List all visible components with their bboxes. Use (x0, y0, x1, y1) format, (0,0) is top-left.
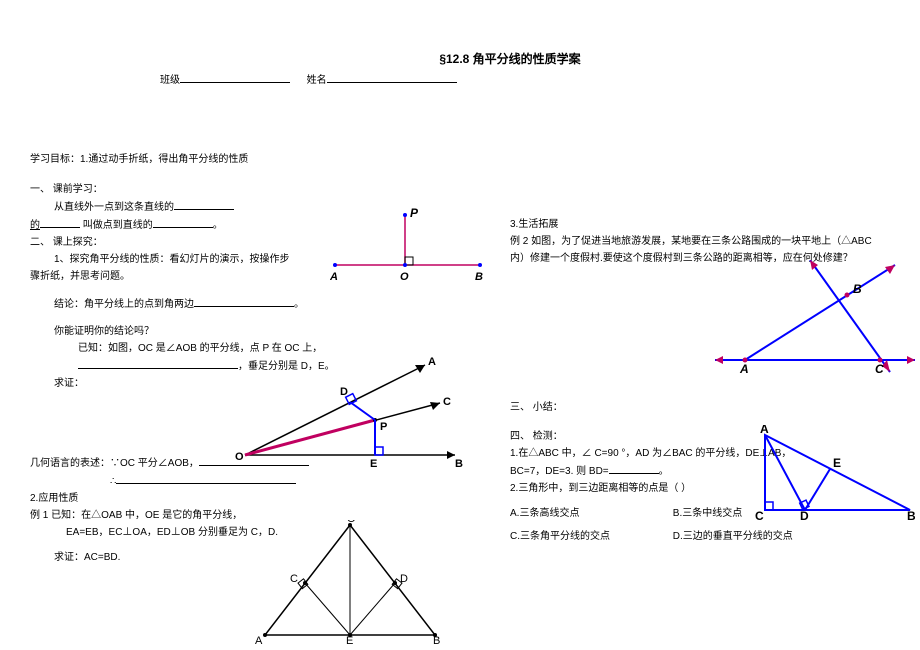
sec1-h1: 一、 课前学习： (30, 182, 470, 197)
fig-right-triangle: A C B D E (750, 425, 915, 520)
label-a: A (739, 362, 749, 375)
txt: 。 (294, 299, 304, 310)
class-label: 班级 (160, 75, 180, 86)
label-a: A (760, 425, 769, 436)
fig-triangle-oab: O A B C D E (250, 520, 450, 645)
label-e: E (833, 456, 841, 470)
label-c: C (755, 509, 764, 520)
label-o: O (235, 451, 244, 463)
fig-roads-triangle: A C B (715, 260, 920, 375)
fig-perpendicular: A O B P (330, 205, 490, 285)
label-a: A (255, 635, 263, 645)
txt: 结论：角平分线上的点到角两边 (54, 299, 194, 310)
label-c: C (875, 362, 884, 375)
txt: 的 (30, 220, 40, 231)
label-e: E (346, 635, 353, 645)
label-b: B (475, 271, 483, 283)
app-h: 2.应用性质 (30, 491, 470, 506)
learning-goal: 学习目标：1.通过动手折纸，得出角平分线的性质 (30, 150, 248, 165)
label-o: O (347, 520, 356, 525)
txt: 。 (659, 466, 669, 477)
label-c: C (443, 396, 451, 408)
label-o: O (400, 271, 409, 283)
txt: 。 (213, 220, 223, 231)
label-c: C (290, 573, 298, 585)
doc-subtitle: 班级 姓名 (160, 71, 890, 86)
opt-a: A.三条高线交点 (510, 506, 670, 521)
ex2a: 例 2 如图，为了促进当地旅游发展，某地要在三条公路围成的一块平地上（△ABC (510, 234, 910, 249)
opt-d: D.三边的垂直平分线的交点 (673, 529, 833, 544)
label-d: D (800, 509, 809, 520)
label-b: B (455, 458, 463, 470)
label-b: B (853, 282, 862, 296)
opt-c: C.三条角平分线的交点 (510, 529, 670, 544)
h-sum: 三、 小结： (510, 400, 910, 415)
txt: 叫做点到直线的 (83, 220, 153, 231)
txt: BC=7，DE=3. 则 BD= (510, 466, 609, 477)
prove-q: 你能证明你的结论吗？ (54, 324, 470, 339)
label-p: P (380, 421, 387, 433)
geo-lang2: ∴ (110, 473, 470, 489)
known1: 已知：如图，OC 是∠AOB 的平分线，点 P 在 OC 上， (78, 341, 470, 356)
conclusion: 结论：角平分线上的点到角两边 。 (54, 296, 470, 312)
h3: 3.生活拓展 (510, 217, 910, 232)
label-d: D (400, 573, 408, 585)
txt: 几何语言的表述：∵OC 平分∠AOB， (30, 458, 199, 469)
label-b: B (907, 509, 915, 520)
label-e: E (370, 458, 377, 470)
doc-title: §12.8 角平分线的性质学案 (130, 50, 890, 67)
fig-angle-bisector: O A B C D E P (235, 355, 465, 470)
label-a: A (330, 271, 338, 283)
txt: 从直线外一点到这条直线的 (54, 202, 174, 213)
opts2: C.三条角平分线的交点 D.三边的垂直平分线的交点 (510, 529, 910, 544)
label-d: D (340, 386, 348, 398)
label-p: P (410, 206, 419, 220)
label-b: B (433, 635, 440, 645)
label-a: A (428, 356, 436, 368)
name-label: 姓名 (307, 75, 327, 86)
